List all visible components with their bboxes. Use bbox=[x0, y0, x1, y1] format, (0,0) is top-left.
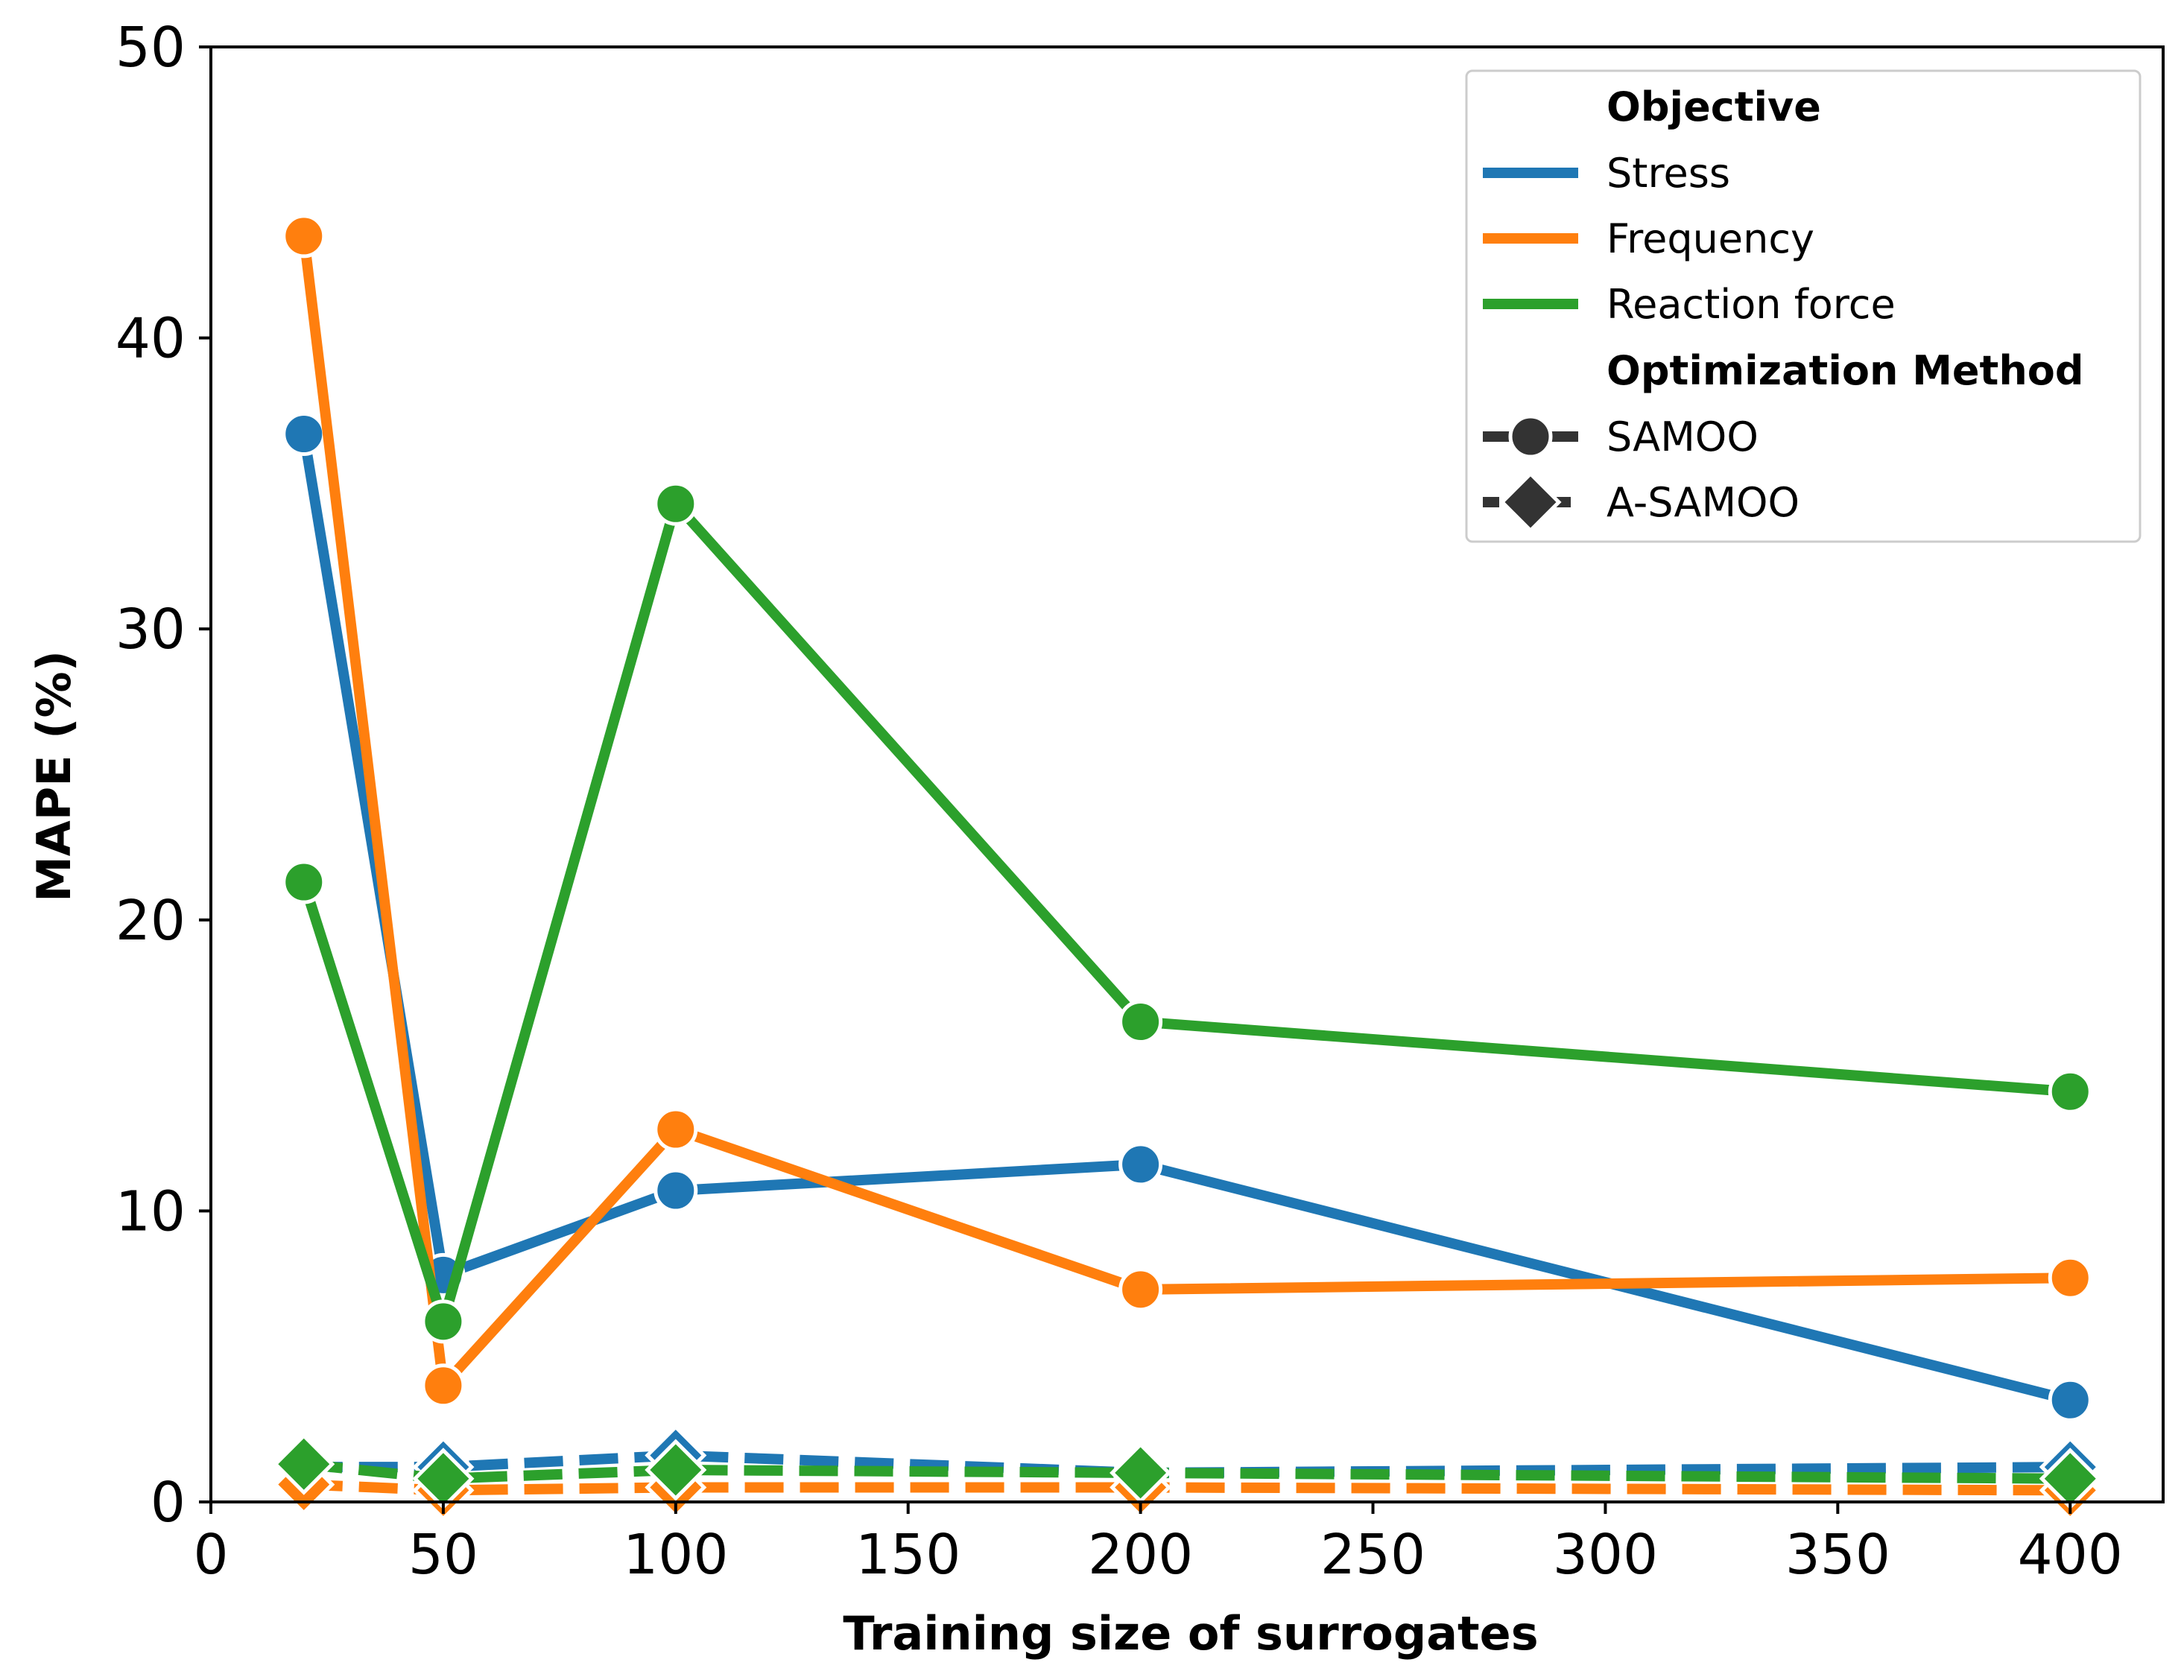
x-tick-label: 100 bbox=[623, 1523, 728, 1587]
stress-samoo-point bbox=[282, 411, 326, 456]
legend-frequency-label: Frequency bbox=[1607, 215, 1814, 262]
frequency-samoo-point bbox=[2048, 1255, 2092, 1300]
legend-method-header: Optimization Method bbox=[1607, 347, 2084, 394]
reaction-force-a-samoo-point bbox=[273, 1433, 335, 1495]
frequency-samoo-point bbox=[1118, 1267, 1163, 1312]
y-tick-label: 0 bbox=[151, 1471, 186, 1535]
stress-a-samoo-line bbox=[303, 1450, 2071, 1478]
legend-samoo-marker bbox=[1508, 414, 1553, 459]
x-tick-label: 350 bbox=[1785, 1523, 1890, 1587]
x-tick-label: 300 bbox=[1553, 1523, 1658, 1587]
reaction-force-samoo-point bbox=[1118, 1000, 1163, 1045]
reaction-force-a-samoo-point bbox=[645, 1439, 707, 1501]
frequency-samoo-point bbox=[421, 1363, 466, 1408]
y-tick-label: 50 bbox=[115, 16, 186, 80]
reaction-force-samoo-point bbox=[653, 481, 698, 526]
stress-samoo-point bbox=[1118, 1142, 1163, 1187]
x-tick-label: 50 bbox=[408, 1523, 478, 1587]
legend-samoo-label: SAMOO bbox=[1607, 413, 1759, 460]
x-axis-title: Training size of surrogates bbox=[843, 1606, 1538, 1661]
series-layer bbox=[273, 214, 2101, 1521]
stress-samoo-point bbox=[2048, 1378, 2092, 1422]
y-axis-title: MAPE (%) bbox=[27, 650, 81, 902]
legend-stress-label: Stress bbox=[1607, 150, 1730, 197]
reaction-force-samoo-point bbox=[282, 860, 326, 904]
legend-a-samoo-marker bbox=[1499, 471, 1562, 533]
frequency-a-samoo-line bbox=[303, 1479, 2071, 1496]
y-tick-label: 40 bbox=[115, 307, 186, 371]
x-tick-label: 250 bbox=[1320, 1523, 1425, 1587]
reaction-force-a-samoo-line bbox=[303, 1459, 2071, 1484]
legend-reaction-force-label: Reaction force bbox=[1607, 281, 1896, 328]
reaction-force-samoo-point bbox=[2048, 1069, 2092, 1114]
y-tick-label: 20 bbox=[115, 889, 186, 953]
legend: Objective Optimization Method Stress Freq… bbox=[1465, 69, 2142, 543]
frequency-samoo-point bbox=[653, 1107, 698, 1152]
legend-a-samoo-label: A-SAMOO bbox=[1607, 479, 1800, 526]
stress-samoo-point bbox=[653, 1168, 698, 1213]
legend-frame bbox=[1465, 69, 2142, 543]
plot-frame bbox=[209, 45, 2165, 1503]
x-tick-label: 0 bbox=[193, 1523, 228, 1587]
reaction-force-samoo-point bbox=[421, 1299, 466, 1344]
legend-items: Stress Frequency Reaction force SAMOO A-SAMO… bbox=[1483, 150, 1896, 533]
frequency-samoo-point bbox=[282, 214, 326, 259]
x-tick-label: 400 bbox=[2018, 1523, 2123, 1587]
x-tick-label: 150 bbox=[855, 1523, 960, 1587]
y-tick-label: 10 bbox=[115, 1179, 186, 1243]
x-tick-label: 200 bbox=[1088, 1523, 1193, 1587]
legend-objective-header: Objective bbox=[1607, 83, 1821, 130]
y-tick-label: 30 bbox=[115, 597, 186, 662]
axes-layer: 0 50 100 150 200 250 300 350 400 0 10 20 30 40 50 bbox=[115, 16, 2165, 1587]
